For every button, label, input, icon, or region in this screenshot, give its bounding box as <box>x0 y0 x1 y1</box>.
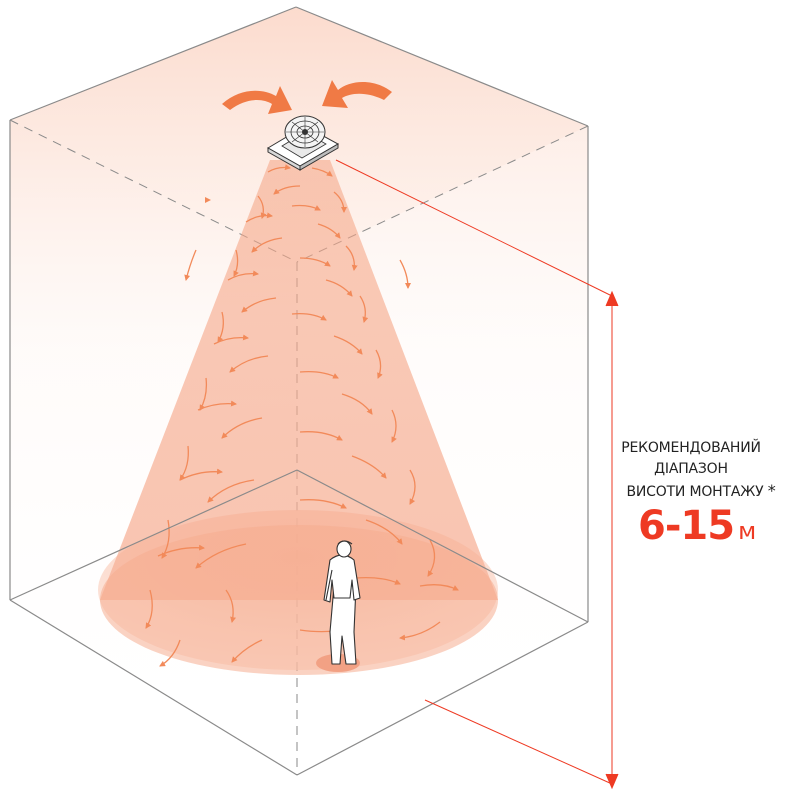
annotation-line1: РЕКОМЕНДОВАНИЙ <box>621 440 761 456</box>
person-figure-icon <box>316 540 361 672</box>
airflow-arrows <box>145 164 459 667</box>
footnote-asterisk: * <box>767 481 776 500</box>
annotation-line3: ВИСОТИ МОНТАЖУ * <box>616 482 786 501</box>
intake-arrow-left-icon <box>222 86 292 114</box>
annotation-line3-text: ВИСОТИ МОНТАЖУ <box>626 484 764 500</box>
cone-base <box>100 525 498 675</box>
annotation-line2: ДІАПАЗОН <box>654 461 728 477</box>
intake-arrow-right-icon <box>322 80 392 108</box>
room-edges <box>9 6 589 776</box>
airflow-cone <box>100 160 498 600</box>
ceiling-fan-icon <box>267 115 340 171</box>
range-value: 6-15 <box>638 503 735 549</box>
height-dimension <box>335 159 619 790</box>
range-unit: м <box>738 517 757 545</box>
mounting-height-range: 6-15 м <box>638 503 756 549</box>
